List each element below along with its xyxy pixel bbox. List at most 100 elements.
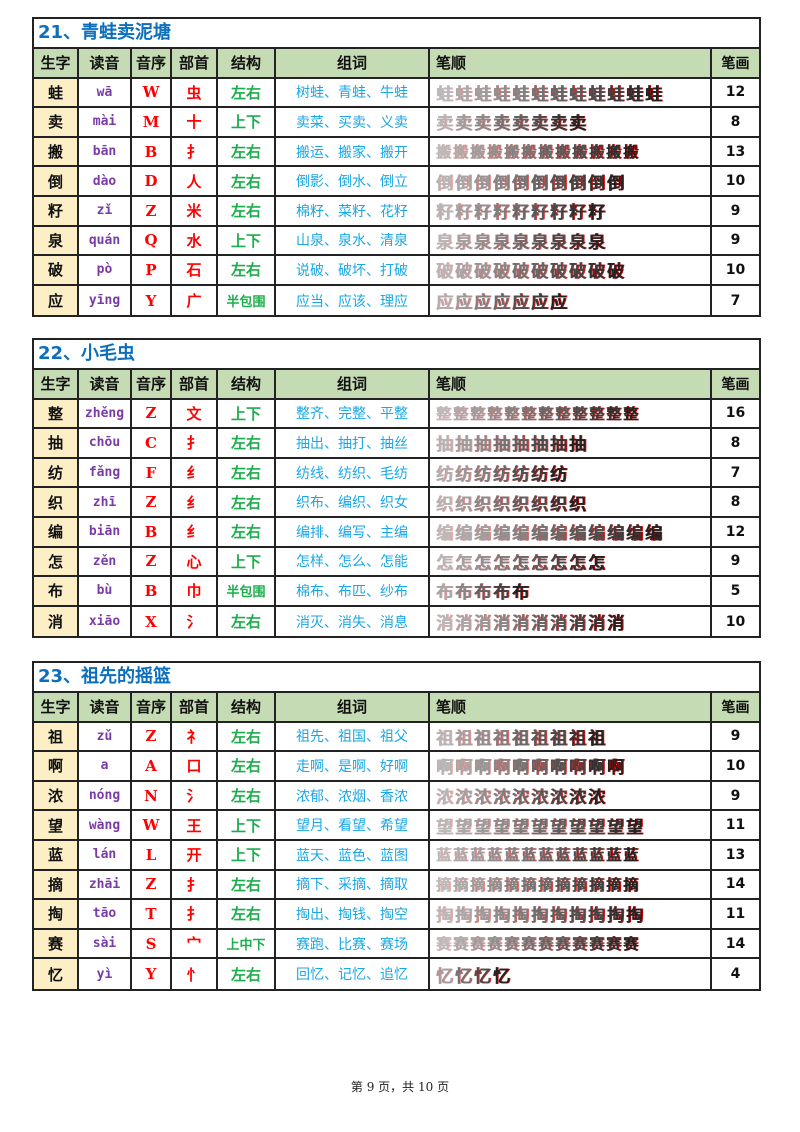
- cell-stroke-count: 14: [725, 876, 746, 893]
- header-initial-letter: 音序: [132, 370, 172, 398]
- stroke-step: 浓: [569, 788, 586, 809]
- stroke-step: 赛: [504, 935, 520, 954]
- cell-stroke-order: 泉泉泉泉泉泉泉泉泉: [430, 226, 712, 255]
- stroke-step: 啊: [455, 758, 472, 779]
- stroke-step: 赛: [606, 935, 622, 954]
- stroke-step: 摘: [436, 875, 452, 894]
- cell-stroke-order: 啊啊啊啊啊啊啊啊啊啊: [430, 752, 712, 780]
- cell-structure: 上下: [218, 840, 276, 869]
- stroke-step: 卖: [569, 114, 586, 135]
- stroke-step: 蓝: [470, 846, 486, 865]
- stroke-step: 编: [512, 524, 529, 545]
- stroke-step: 泉: [493, 232, 510, 253]
- stroke-step: 蓝: [436, 846, 452, 865]
- stroke-step: 怎: [588, 553, 605, 574]
- stroke-step: 掏: [607, 906, 624, 927]
- stroke-step: 整: [572, 404, 588, 423]
- stroke-step: 应: [474, 293, 491, 314]
- stroke-step: 浓: [588, 788, 605, 809]
- stroke-step: 蓝: [623, 846, 639, 865]
- stroke-step: 忆: [455, 966, 472, 987]
- cell-pinyin: wàng: [79, 811, 132, 839]
- stroke-step: 蓝: [521, 846, 537, 865]
- stroke-step: 卖: [493, 114, 510, 135]
- stroke-step: 摘: [538, 875, 554, 894]
- cell-pinyin: zhěng: [79, 399, 132, 428]
- stroke-step: 消: [436, 614, 453, 635]
- cell-initial-letter: Y: [132, 285, 172, 316]
- header-stroke-count: 笔画: [712, 49, 759, 77]
- cell-stroke-count: 12: [725, 523, 746, 540]
- cell-structure: 左右: [218, 167, 276, 195]
- stroke-step: 籽: [512, 203, 529, 224]
- stroke-step: 浓: [531, 788, 548, 809]
- stroke-step: 倒: [607, 173, 624, 194]
- stroke-step: 抽: [474, 435, 491, 456]
- stroke-step: 浓: [512, 788, 529, 809]
- stroke-step: 掏: [531, 906, 548, 927]
- stroke-step: 编: [607, 524, 624, 545]
- cell-initial-letter: Z: [132, 870, 172, 899]
- stroke-step: 破: [493, 262, 510, 283]
- stroke-step: 整: [538, 404, 554, 423]
- cell-pinyin: tāo: [79, 900, 132, 928]
- stroke-step: 泉: [569, 232, 586, 253]
- cell-pinyin: mài: [79, 108, 132, 136]
- stroke-step: 摘: [521, 875, 537, 894]
- stroke-step: 怎: [512, 553, 529, 574]
- cell-character: 破: [34, 256, 79, 284]
- cell-stroke-count: 10: [725, 757, 746, 774]
- cell-pinyin: lán: [79, 840, 132, 869]
- cell-character: 赛: [34, 929, 79, 958]
- table-row: 籽 zǐ Z 米左右 棉籽、菜籽、花籽籽籽籽籽籽籽籽籽籽 9: [34, 196, 759, 227]
- cell-initial-letter: F: [132, 458, 172, 487]
- stroke-step: 消: [531, 614, 548, 635]
- table-row: 布 bù B 巾半包围 棉布、布匹、纱布布布布布布 5: [34, 577, 759, 607]
- table-row: 忆 yì Y 忄左右 回忆、记忆、追忆忆忆忆忆 4: [34, 959, 759, 989]
- stroke-step: 搬: [606, 143, 622, 162]
- cell-word-group: 织布、编织、织女: [276, 488, 430, 516]
- stroke-step: 摘: [504, 875, 520, 894]
- table-row: 整 zhěng Z 文上下 整齐、完整、平整整整整整整整整整整整整整 16: [34, 399, 759, 430]
- cell-pinyin: zǐ: [79, 196, 132, 225]
- cell-word-group: 回忆、记忆、追忆: [276, 959, 430, 989]
- cell-radical: 扌: [172, 137, 218, 166]
- stroke-step: 破: [474, 262, 491, 283]
- header-structure: 结构: [218, 693, 276, 721]
- cell-initial-letter: P: [132, 256, 172, 284]
- cell-structure: 上中下: [218, 929, 276, 958]
- stroke-step: 浓: [550, 788, 567, 809]
- cell-radical: 纟: [172, 488, 218, 516]
- stroke-step: 籽: [531, 203, 548, 224]
- stroke-step: 怎: [550, 553, 567, 574]
- header-pinyin: 读音: [79, 49, 132, 77]
- stroke-step: 蛙: [474, 84, 491, 105]
- stroke-step: 抽: [455, 435, 472, 456]
- cell-initial-letter: B: [132, 577, 172, 605]
- stroke-step: 纺: [455, 465, 472, 486]
- stroke-step: 祖: [436, 728, 453, 749]
- cell-character: 应: [34, 285, 79, 316]
- stroke-step: 应: [493, 293, 510, 314]
- stroke-step: 掏: [626, 906, 643, 927]
- stroke-step: 倒: [455, 173, 472, 194]
- stroke-step: 织: [474, 494, 491, 515]
- cell-pinyin: xiāo: [79, 606, 132, 637]
- cell-pinyin: bù: [79, 577, 132, 605]
- cell-stroke-order: 蛙蛙蛙蛙蛙蛙蛙蛙蛙蛙蛙蛙: [430, 78, 712, 107]
- header-initial-letter: 音序: [132, 49, 172, 77]
- stroke-step: 整: [589, 404, 605, 423]
- cell-pinyin: zǔ: [79, 722, 132, 751]
- cell-character: 布: [34, 577, 79, 605]
- cell-structure: 上下: [218, 399, 276, 428]
- stroke-step: 掏: [512, 906, 529, 927]
- stroke-step: 蛙: [588, 84, 605, 105]
- stroke-step: 破: [436, 262, 453, 283]
- stroke-step: 籽: [493, 203, 510, 224]
- stroke-step: 蛙: [531, 84, 548, 105]
- stroke-step: 纺: [493, 465, 510, 486]
- page-footer: 第 9 页，共 10 页: [350, 1080, 450, 1094]
- cell-initial-letter: D: [132, 167, 172, 195]
- stroke-step: 祖: [588, 728, 605, 749]
- stroke-step: 赛: [470, 935, 486, 954]
